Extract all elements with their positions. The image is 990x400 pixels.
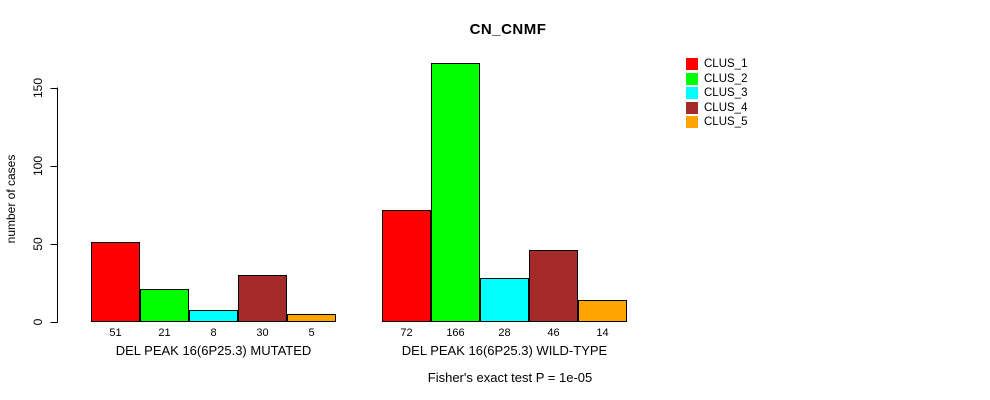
bar-clus_2-group1 [140, 289, 189, 322]
legend-label: CLUS_2 [704, 72, 748, 85]
bar-clus_5-group1 [287, 314, 336, 322]
bar-value-label: 14 [596, 327, 609, 339]
bar-value-label: 51 [109, 327, 122, 339]
bar-value-label: 28 [498, 327, 511, 339]
y-tick-label: 100 [31, 155, 45, 177]
legend-swatch-icon [686, 58, 698, 70]
legend-swatch-icon [686, 72, 698, 85]
bar-clus_5-group2 [578, 300, 627, 322]
bar-value-label: 72 [400, 327, 413, 339]
bar-clus_1-group2 [382, 210, 431, 322]
bar-clus_2-group2 [431, 63, 480, 322]
legend: CLUS_1 CLUS_2 CLUS_3 CLUS_4 CLUS_5 [686, 58, 747, 131]
bar-value-label: 30 [256, 327, 269, 339]
legend-label: CLUS_4 [704, 101, 748, 114]
legend-item-clus_3: CLUS_3 [686, 87, 748, 100]
legend-item-clus_2: CLUS_2 [686, 72, 748, 85]
bar-value-label: 5 [308, 327, 315, 339]
fisher-test-annotation: Fisher's exact test P = 1e-05 [427, 370, 593, 385]
bar-value-label: 46 [547, 327, 560, 339]
chart-title: CN_CNMF [469, 21, 547, 38]
bar-clus_4-group1 [238, 275, 287, 322]
legend-label: CLUS_3 [704, 87, 748, 100]
bar-clus_4-group2 [529, 250, 578, 322]
bar-value-label: 166 [446, 327, 465, 339]
legend-swatch-icon [686, 87, 698, 100]
bar-clus_3-group1 [189, 310, 238, 322]
bar-value-label: 21 [158, 327, 171, 339]
legend-item-clus_1: CLUS_1 [686, 58, 747, 70]
legend-item-clus_5: CLUS_5 [686, 116, 748, 129]
legend-item-clus_4: CLUS_4 [686, 101, 748, 114]
bar-clus_1-group1 [91, 242, 140, 322]
legend-label: CLUS_1 [704, 58, 748, 70]
legend-swatch-icon [686, 116, 698, 129]
y-tick-label: 150 [31, 77, 45, 99]
y-tick-label: 0 [31, 318, 45, 326]
group-label-1: DEL PEAK 16(6P25.3) MUTATED [115, 343, 312, 358]
legend-label: CLUS_5 [704, 116, 748, 129]
bar-clus_3-group2 [480, 278, 529, 322]
y-tick-label: 50 [31, 237, 45, 251]
bar-value-label: 8 [210, 327, 217, 339]
legend-swatch-icon [686, 101, 698, 114]
group-label-2: DEL PEAK 16(6P25.3) WILD-TYPE [401, 343, 608, 358]
